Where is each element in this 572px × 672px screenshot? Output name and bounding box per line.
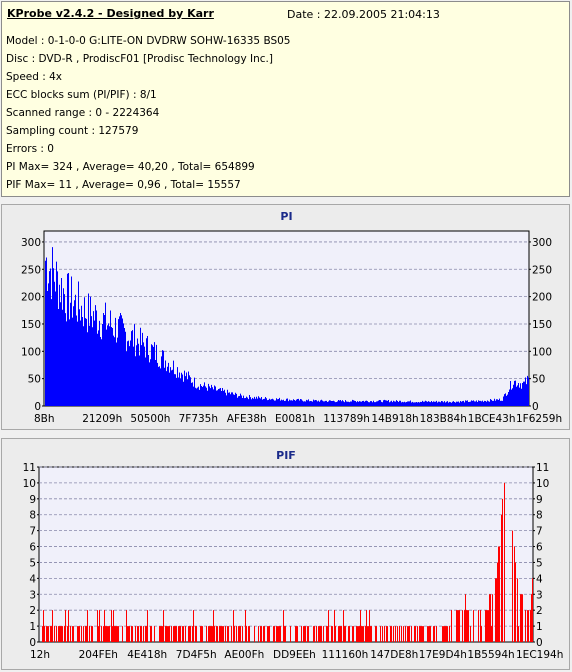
y-tick-label-right: 8 — [536, 510, 543, 522]
info-panel: KProbe v2.4.2 - Designed by Karr Date : … — [1, 1, 570, 197]
info-scanned-range: Scanned range : 0 - 2224364 — [6, 107, 160, 119]
y-tick-label-right: 10 — [536, 478, 549, 490]
x-tick-label: 204FEh — [79, 649, 118, 661]
y-tick-label-left: 4 — [29, 573, 36, 585]
y-tick-label-left: 250 — [21, 264, 41, 276]
info-model: Model : 0-1-0-0 G:LITE-ON DVDRW SOHW-163… — [6, 35, 291, 47]
y-tick-label-left: 0 — [29, 637, 36, 649]
x-tick-label: 1B5594h — [467, 649, 514, 661]
x-tick-label: 147DE8h — [370, 649, 418, 661]
y-tick-label-left: 150 — [21, 319, 41, 331]
y-tick-label-right: 9 — [536, 494, 543, 506]
y-tick-label-right: 7 — [536, 526, 543, 538]
pif-chart-title: PIF — [276, 449, 296, 462]
y-tick-label-left: 10 — [23, 478, 36, 490]
pi-chart: PI 0 0 50 50 100 100 150 150 200 200 250 250 300 300 8B… — [21, 210, 562, 425]
y-tick-label-left: 200 — [21, 292, 41, 304]
x-tick-label: 1BCE43h — [468, 413, 516, 425]
y-tick-label-right: 300 — [532, 237, 552, 249]
y-tick-label-left: 6 — [29, 542, 36, 554]
info-sampling-count: Sampling count : 127579 — [6, 125, 139, 137]
plot-area — [38, 466, 534, 643]
y-tick-label-right: 6 — [536, 542, 543, 554]
x-tick-label: 12h — [30, 649, 50, 661]
y-tick-label-right: 0 — [532, 401, 539, 413]
info-pif-summary: PIF Max= 11 , Average= 0,96 , Total= 155… — [6, 179, 241, 191]
y-tick-label-left: 9 — [29, 494, 36, 506]
x-tick-label: 1EC194h — [516, 649, 563, 661]
pif-bars — [42, 482, 533, 642]
y-tick-label-right: 2 — [536, 605, 543, 617]
y-tick-label-left: 300 — [21, 237, 41, 249]
info-disc: Disc : DVD-R , ProdiscF01 [Prodisc Techn… — [6, 53, 273, 65]
pi-chart-panel: PI 0 0 50 50 100 100 150 150 200 200 250 250 300 300 8B… — [1, 204, 570, 430]
x-tick-label: 7D4F5h — [176, 649, 217, 661]
x-tick-label: 50500h — [130, 413, 170, 425]
y-tick-label-right: 1 — [536, 621, 543, 633]
pi-chart-title: PI — [280, 210, 292, 223]
pif-chart-panel: PIF 0 0 1 1 2 2 3 3 4 4 5 5 6 6 7 7 8 8 9 9 10 10 11 11 12h 204FEh… — [1, 438, 570, 670]
x-tick-label: AE00Fh — [224, 649, 264, 661]
scan-date: Date : 22.09.2005 21:04:13 — [287, 8, 440, 21]
x-tick-label: AFE38h — [227, 413, 267, 425]
info-speed: Speed : 4x — [6, 71, 63, 83]
y-tick-label-right: 11 — [536, 462, 549, 474]
y-tick-label-right: 5 — [536, 557, 543, 569]
x-tick-label: 8Bh — [34, 413, 55, 425]
y-tick-label-left: 7 — [29, 526, 36, 538]
y-tick-label-right: 3 — [536, 589, 543, 601]
x-tick-label: 14B918h — [371, 413, 418, 425]
y-tick-label-left: 1 — [29, 621, 36, 633]
info-pi-summary: PI Max= 324 , Average= 40,20 , Total= 65… — [6, 161, 255, 173]
y-tick-label-right: 4 — [536, 573, 543, 585]
y-tick-label-left: 50 — [28, 374, 41, 386]
y-tick-label-right: 50 — [532, 374, 545, 386]
y-tick-label-left: 11 — [23, 462, 36, 474]
y-tick-label-left: 5 — [29, 557, 36, 569]
app-title: KProbe v2.4.2 - Designed by Karr — [7, 7, 214, 20]
x-tick-label: 1F6259h — [516, 413, 562, 425]
x-tick-label: 21209h — [82, 413, 122, 425]
x-tick-label: E0081h — [275, 413, 315, 425]
y-tick-label-left: 100 — [21, 346, 41, 358]
x-tick-label: 7F735h — [179, 413, 218, 425]
x-tick-label: 111160h — [322, 649, 369, 661]
x-tick-label: 17E9D4h — [419, 649, 467, 661]
y-tick-label-left: 2 — [29, 605, 36, 617]
x-tick-label: 183B84h — [420, 413, 467, 425]
y-tick-label-right: 200 — [532, 292, 552, 304]
y-tick-label-left: 0 — [34, 401, 41, 413]
y-tick-label-left: 8 — [29, 510, 36, 522]
x-tick-label: 4E418h — [127, 649, 167, 661]
y-tick-label-right: 250 — [532, 264, 552, 276]
info-errors: Errors : 0 — [6, 143, 54, 155]
y-tick-label-right: 0 — [536, 637, 543, 649]
pi-bars — [45, 247, 529, 406]
y-tick-label-left: 3 — [29, 589, 36, 601]
x-tick-label: 113789h — [323, 413, 370, 425]
y-tick-label-right: 150 — [532, 319, 552, 331]
info-ecc-blocks: ECC blocks sum (PI/PIF) : 8/1 — [6, 89, 157, 101]
x-tick-label: DD9EEh — [273, 649, 316, 661]
y-tick-label-right: 100 — [532, 346, 552, 358]
